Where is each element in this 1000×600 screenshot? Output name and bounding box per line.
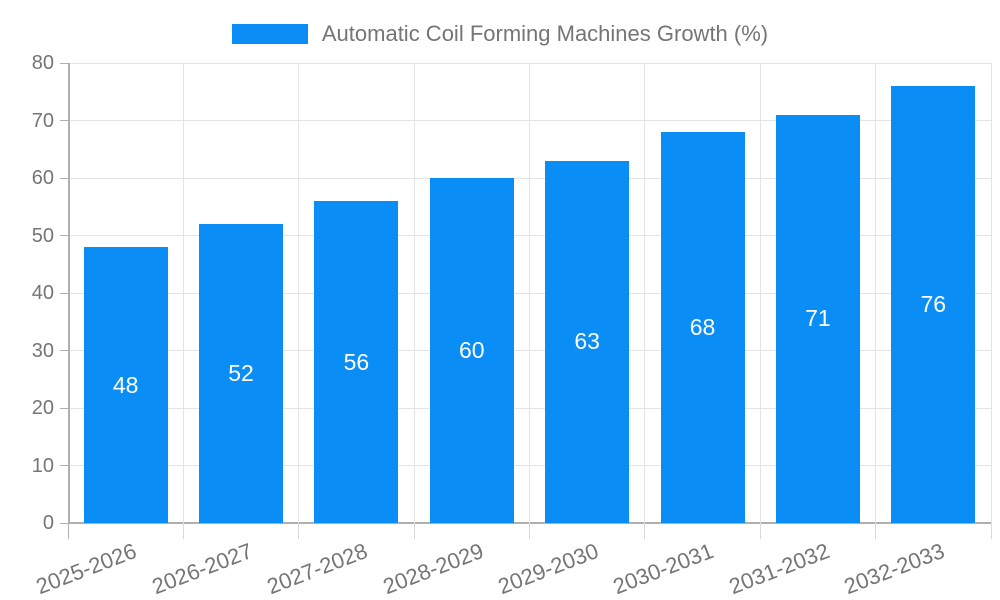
bar-value-label: 52 <box>228 360 254 386</box>
y-axis-tick-label: 80 <box>31 52 54 74</box>
y-axis-tick-label: 0 <box>42 512 54 534</box>
y-axis-tick <box>60 522 68 524</box>
bar[interactable]: 52 <box>199 224 284 523</box>
chart-legend[interactable]: Automatic Coil Forming Machines Growth (… <box>0 23 1000 45</box>
x-axis-tick <box>990 523 992 539</box>
bar[interactable]: 48 <box>83 247 168 523</box>
bar[interactable]: 71 <box>775 114 860 523</box>
gridline-vertical <box>413 63 415 523</box>
bar-value-label: 60 <box>459 337 485 363</box>
y-axis-tick-label: 40 <box>31 282 54 304</box>
gridline-vertical <box>298 63 300 523</box>
x-axis-tick <box>413 523 415 539</box>
bar[interactable]: 60 <box>429 178 514 523</box>
y-axis-tick-label: 70 <box>31 109 54 132</box>
gridline-vertical <box>990 63 992 523</box>
y-axis-tick <box>60 235 68 236</box>
gridline-vertical <box>644 63 646 523</box>
legend-swatch <box>231 24 308 44</box>
gridline-vertical <box>182 63 184 523</box>
bar-value-label: 71 <box>805 305 831 332</box>
y-axis-tick <box>60 292 68 294</box>
x-axis-tick-label: 2030-2031 <box>609 538 718 600</box>
x-axis-tick-label: 2028-2029 <box>379 538 487 600</box>
y-axis-tick <box>60 465 68 466</box>
legend-label: Automatic Coil Forming Machines Growth (… <box>321 21 769 46</box>
x-axis-tick-label: 2032-2033 <box>840 538 948 600</box>
y-axis-tick <box>60 120 68 121</box>
x-axis-tick <box>182 523 184 539</box>
x-axis-tick-label: 2031-2032 <box>725 538 833 600</box>
bar-value-label: 48 <box>112 371 139 398</box>
x-axis-tick <box>875 523 877 539</box>
bar[interactable]: 56 <box>314 201 399 523</box>
x-axis-tick <box>644 523 646 539</box>
bar[interactable]: 68 <box>660 132 745 523</box>
y-axis-tick <box>60 350 68 351</box>
y-axis-tick <box>60 177 68 179</box>
y-axis-tick-label: 20 <box>31 397 54 419</box>
bar-value-label: 56 <box>343 348 370 375</box>
x-axis-tick-label: 2029-2030 <box>494 538 602 600</box>
x-axis-tick <box>759 523 761 539</box>
y-axis-line <box>67 63 70 523</box>
x-axis-tick-label: 2026-2027 <box>148 538 256 600</box>
y-axis-tick <box>60 407 68 409</box>
gridline-vertical <box>529 63 530 523</box>
gridline-vertical <box>759 63 761 523</box>
bar-value-label: 63 <box>574 328 600 355</box>
y-axis-tick-label: 10 <box>31 454 54 477</box>
y-axis-tick <box>60 62 68 64</box>
y-axis-tick-label: 30 <box>31 339 54 362</box>
y-axis-tick-label: 50 <box>31 224 54 247</box>
y-axis-tick-label: 60 <box>31 167 54 189</box>
bar[interactable]: 76 <box>891 86 976 523</box>
x-axis-tick <box>298 523 300 539</box>
x-axis-tick-label: 2025-2026 <box>33 538 141 600</box>
gridline-vertical <box>875 63 877 523</box>
x-axis-tick <box>67 523 69 539</box>
bar-value-label: 68 <box>689 314 716 340</box>
bar[interactable]: 63 <box>545 160 630 523</box>
x-axis-tick <box>529 523 530 539</box>
bar-value-label: 76 <box>920 291 947 317</box>
x-axis-tick-label: 2027-2028 <box>263 538 372 600</box>
